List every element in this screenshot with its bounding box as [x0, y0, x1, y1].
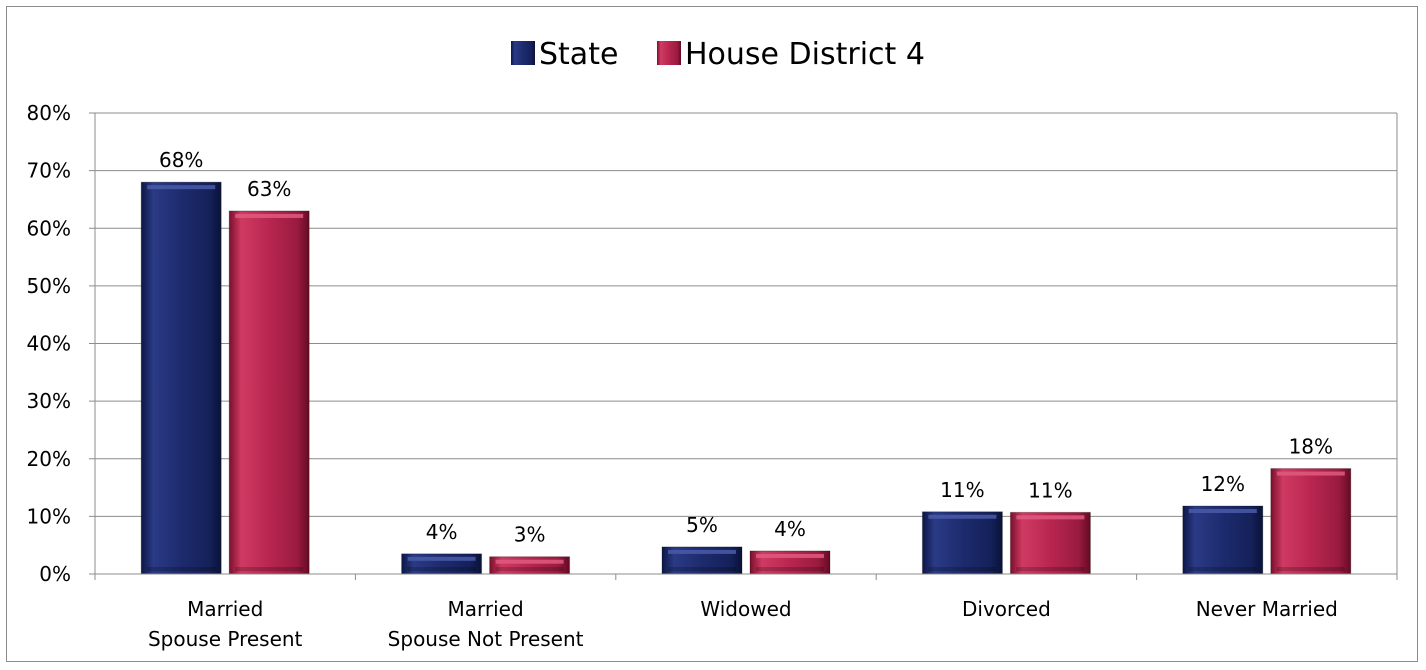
bar: [228, 210, 310, 575]
category-label-line: Spouse Not Present: [388, 627, 584, 651]
y-tick-label: 50%: [27, 274, 71, 298]
category-label: Never Married: [1196, 597, 1338, 621]
data-label: 12%: [1201, 472, 1245, 496]
y-tick-label: 40%: [27, 332, 71, 356]
y-tick-label: 80%: [27, 101, 71, 125]
data-label: 4%: [426, 520, 458, 544]
data-label: 11%: [1028, 478, 1072, 502]
bar-bevel-bottom: [1276, 567, 1345, 571]
data-label: 3%: [514, 523, 546, 547]
legend: State House District 4: [511, 37, 925, 72]
bar-bevel-bottom: [407, 567, 476, 571]
y-tick-label: 30%: [27, 389, 71, 413]
legend-swatch-1: [511, 41, 535, 65]
y-tick-label: 70%: [27, 159, 71, 183]
bar-bevel-bottom: [928, 567, 997, 571]
bar-state-1: 68%: [140, 148, 222, 575]
y-axis: 0% 10% 20% 30% 40% 50% 60% 70% 80%: [27, 101, 1398, 586]
bar-bevel-top: [235, 213, 304, 218]
legend-item-2: House District 4: [657, 37, 925, 72]
bar-bevel-bottom: [147, 567, 216, 571]
category-label: Married Spouse Not Present: [388, 597, 584, 651]
bar: [140, 181, 222, 575]
gridlines: [95, 112, 1397, 517]
bar-state-3: 5%: [661, 513, 743, 575]
bar: [1009, 511, 1091, 575]
category-label: Married Spouse Present: [148, 597, 303, 651]
data-label: 18%: [1289, 435, 1333, 459]
y-tick-label: 0%: [39, 562, 71, 586]
category-label: Divorced: [962, 597, 1051, 621]
bar-bevel-top: [147, 185, 216, 190]
bar-bevel-top: [1188, 509, 1257, 514]
y-tick-label: 60%: [27, 216, 71, 240]
category-label-line: Widowed: [700, 597, 791, 621]
category-label-line: Married: [187, 597, 263, 621]
bar: [1182, 505, 1264, 575]
bar-bevel-bottom: [1188, 567, 1257, 571]
bars: 68% 63% 4% 3% 5% 4% 11% 11% 12% 18%: [140, 148, 1352, 575]
bar-bevel-top: [1276, 471, 1345, 476]
legend-swatch-2: [657, 41, 681, 65]
category-label-line: Spouse Present: [148, 627, 303, 651]
bar-bevel-top: [928, 514, 997, 519]
category-label-line: Married: [448, 597, 524, 621]
bar-state-4: 11%: [921, 478, 1003, 575]
bar-district-2: 3%: [489, 523, 571, 575]
bar-bevel-top: [756, 553, 824, 558]
data-label: 63%: [247, 177, 291, 201]
bar-bevel-bottom: [756, 567, 824, 571]
y-tick-label: 10%: [27, 504, 71, 528]
bar-bevel-top: [495, 559, 564, 564]
bar-bevel-bottom: [1016, 567, 1085, 571]
bar: [489, 556, 571, 575]
data-label: 4%: [774, 517, 806, 541]
legend-label-1: State: [539, 37, 618, 72]
data-label: 11%: [940, 478, 984, 502]
bar-district-4: 11%: [1009, 478, 1091, 575]
bar: [921, 511, 1003, 575]
category-label-line: Never Married: [1196, 597, 1338, 621]
legend-label-2: House District 4: [685, 37, 925, 72]
bar-bevel-bottom: [495, 567, 564, 571]
bar: [1270, 468, 1352, 575]
bar-state-2: 4%: [401, 520, 483, 575]
bar-bevel-top: [407, 556, 476, 561]
bar-district-3: 4%: [749, 517, 831, 575]
y-tick-label: 20%: [27, 447, 71, 471]
bar-state-5: 12%: [1182, 472, 1264, 575]
chart-frame: State House District 4 0% 10% 20% 30% 40% 50% 6…: [6, 6, 1418, 662]
bar-bevel-bottom: [235, 567, 304, 571]
bar-district-5: 18%: [1270, 435, 1352, 575]
data-label: 5%: [686, 513, 718, 537]
legend-item-1: State: [511, 37, 618, 72]
bar-bevel-top: [1016, 515, 1085, 520]
bar-chart: State House District 4 0% 10% 20% 30% 40% 50% 6…: [27, 37, 1398, 651]
category-label-line: Divorced: [962, 597, 1051, 621]
bar-bevel-bottom: [668, 567, 736, 571]
bar-district-1: 63%: [228, 177, 310, 575]
category-label: Widowed: [700, 597, 791, 621]
data-label: 68%: [159, 148, 203, 172]
x-axis: Married Spouse Present Married Spouse Not P…: [94, 573, 1398, 651]
bar-bevel-top: [668, 549, 736, 554]
